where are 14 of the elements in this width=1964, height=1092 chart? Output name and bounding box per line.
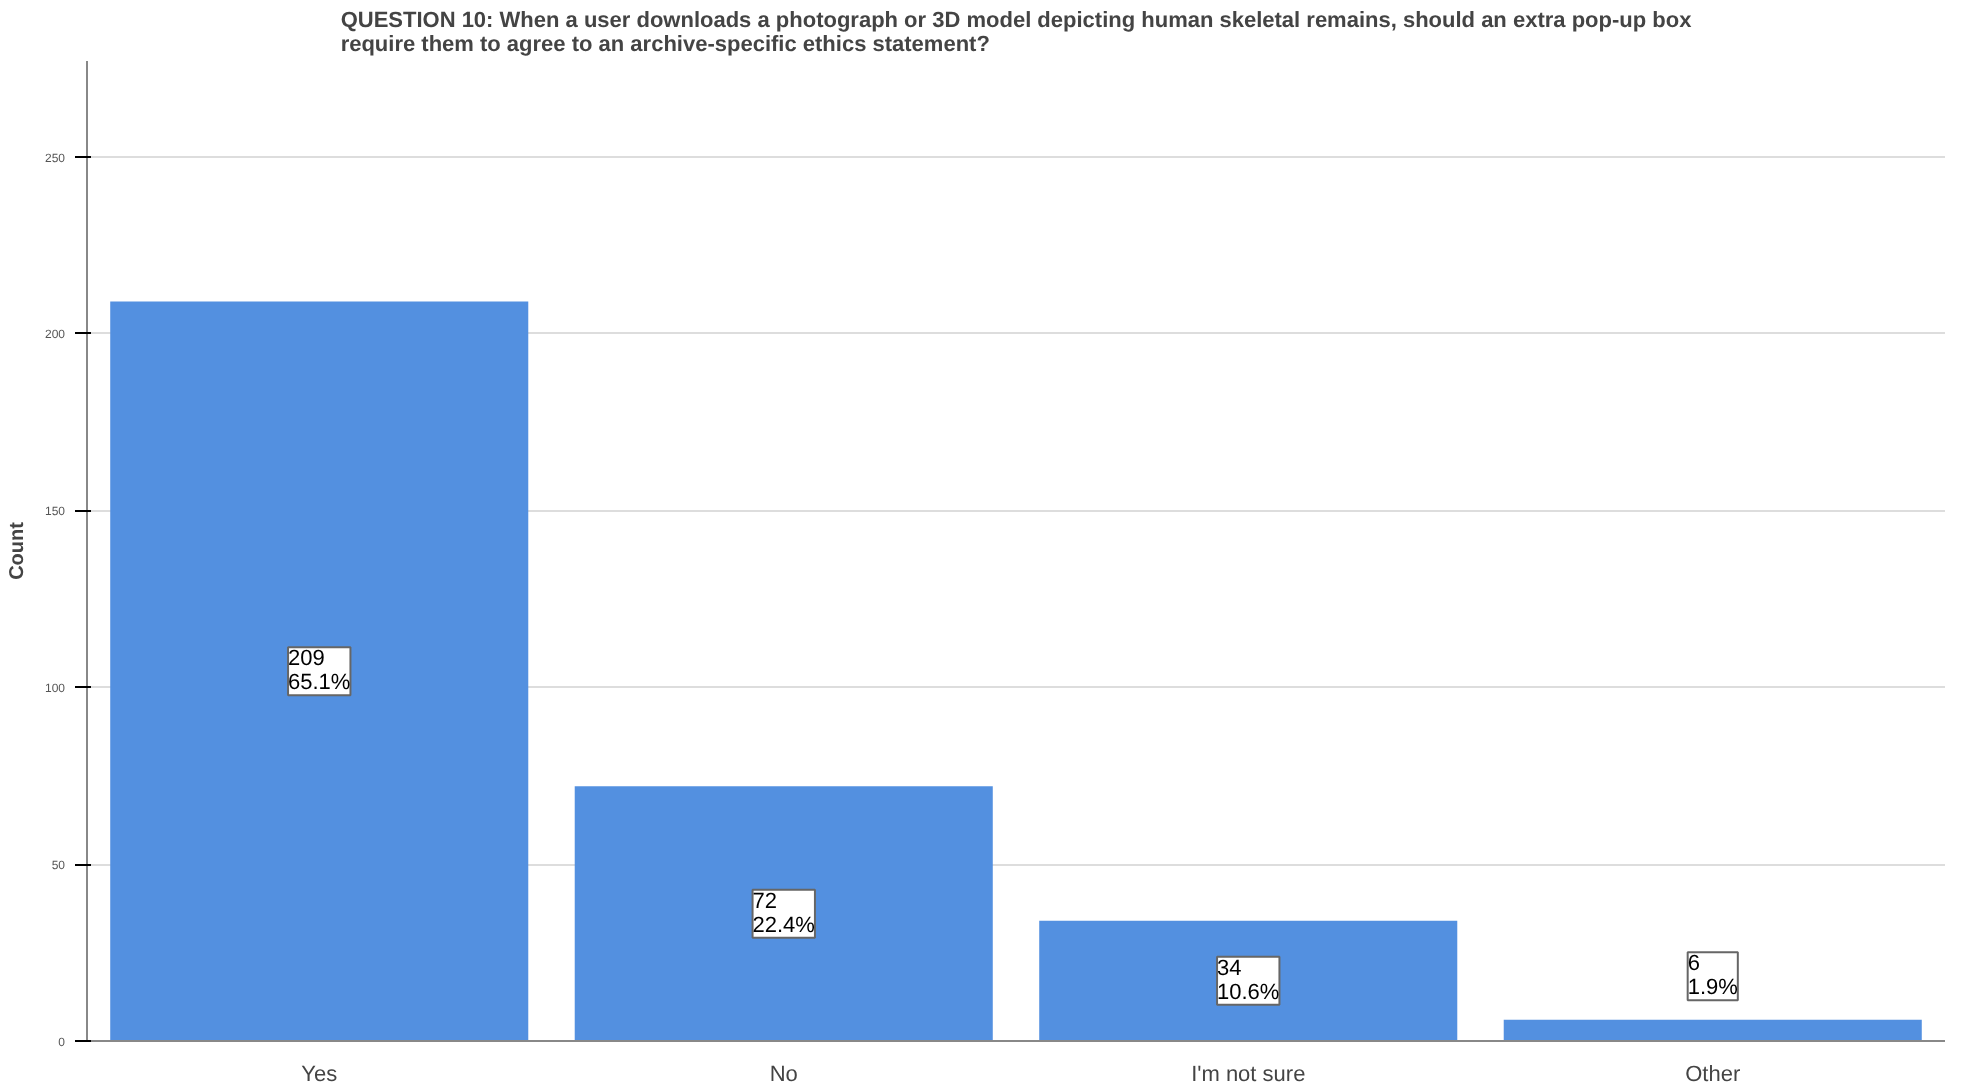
x-tick-label: Other: [1685, 1063, 1741, 1087]
x-tick-label: Yes: [301, 1063, 339, 1087]
bar: [574, 786, 993, 1041]
bar: [110, 301, 529, 1041]
data-label: 72 22.4%: [752, 889, 816, 938]
y-axis-title: Count: [6, 520, 29, 580]
x-tick-label: No: [769, 1063, 798, 1087]
bar: [1039, 920, 1458, 1041]
data-label: 6 1.9%: [1687, 952, 1739, 1001]
data-label: 209 65.1%: [288, 647, 351, 696]
data-label: 34 10.6%: [1217, 956, 1280, 1005]
chart-title: QUESTION 10: When a user downloads a photograph or 3D model depicting human skeletal remains, should an extra pop-up box require them to agree to an archive-specific ethics statement?: [340, 9, 1694, 57]
x-tick-label: I'm not sure: [1191, 1063, 1306, 1087]
bar: [1503, 1019, 1922, 1041]
